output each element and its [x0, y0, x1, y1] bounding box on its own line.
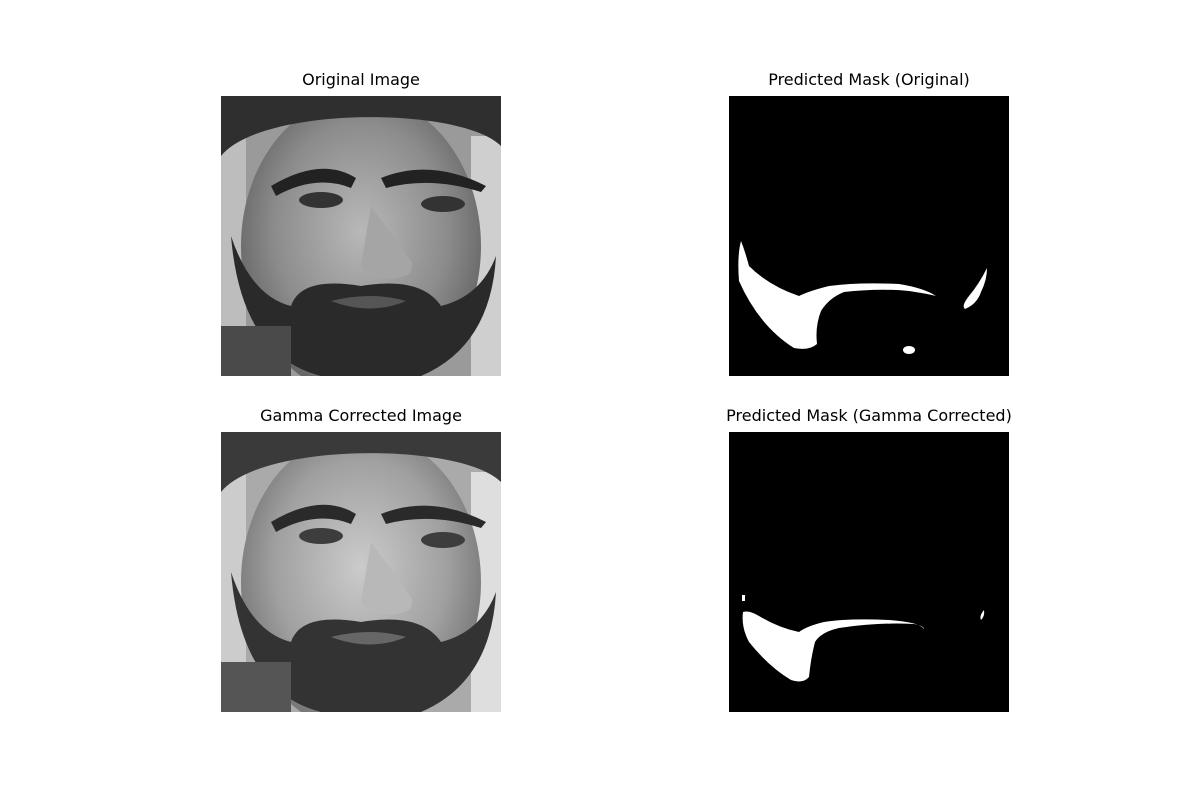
gamma-corrected-image	[221, 432, 501, 712]
original-image	[221, 96, 501, 376]
mask-gamma-corrected	[729, 432, 1009, 712]
mask-original-title: Predicted Mask (Original)	[768, 70, 970, 89]
mask-original	[729, 96, 1009, 376]
mask-gamma-title: Predicted Mask (Gamma Corrected)	[726, 406, 1012, 425]
original-image-title: Original Image	[302, 70, 420, 89]
gamma-image-title: Gamma Corrected Image	[260, 406, 462, 425]
